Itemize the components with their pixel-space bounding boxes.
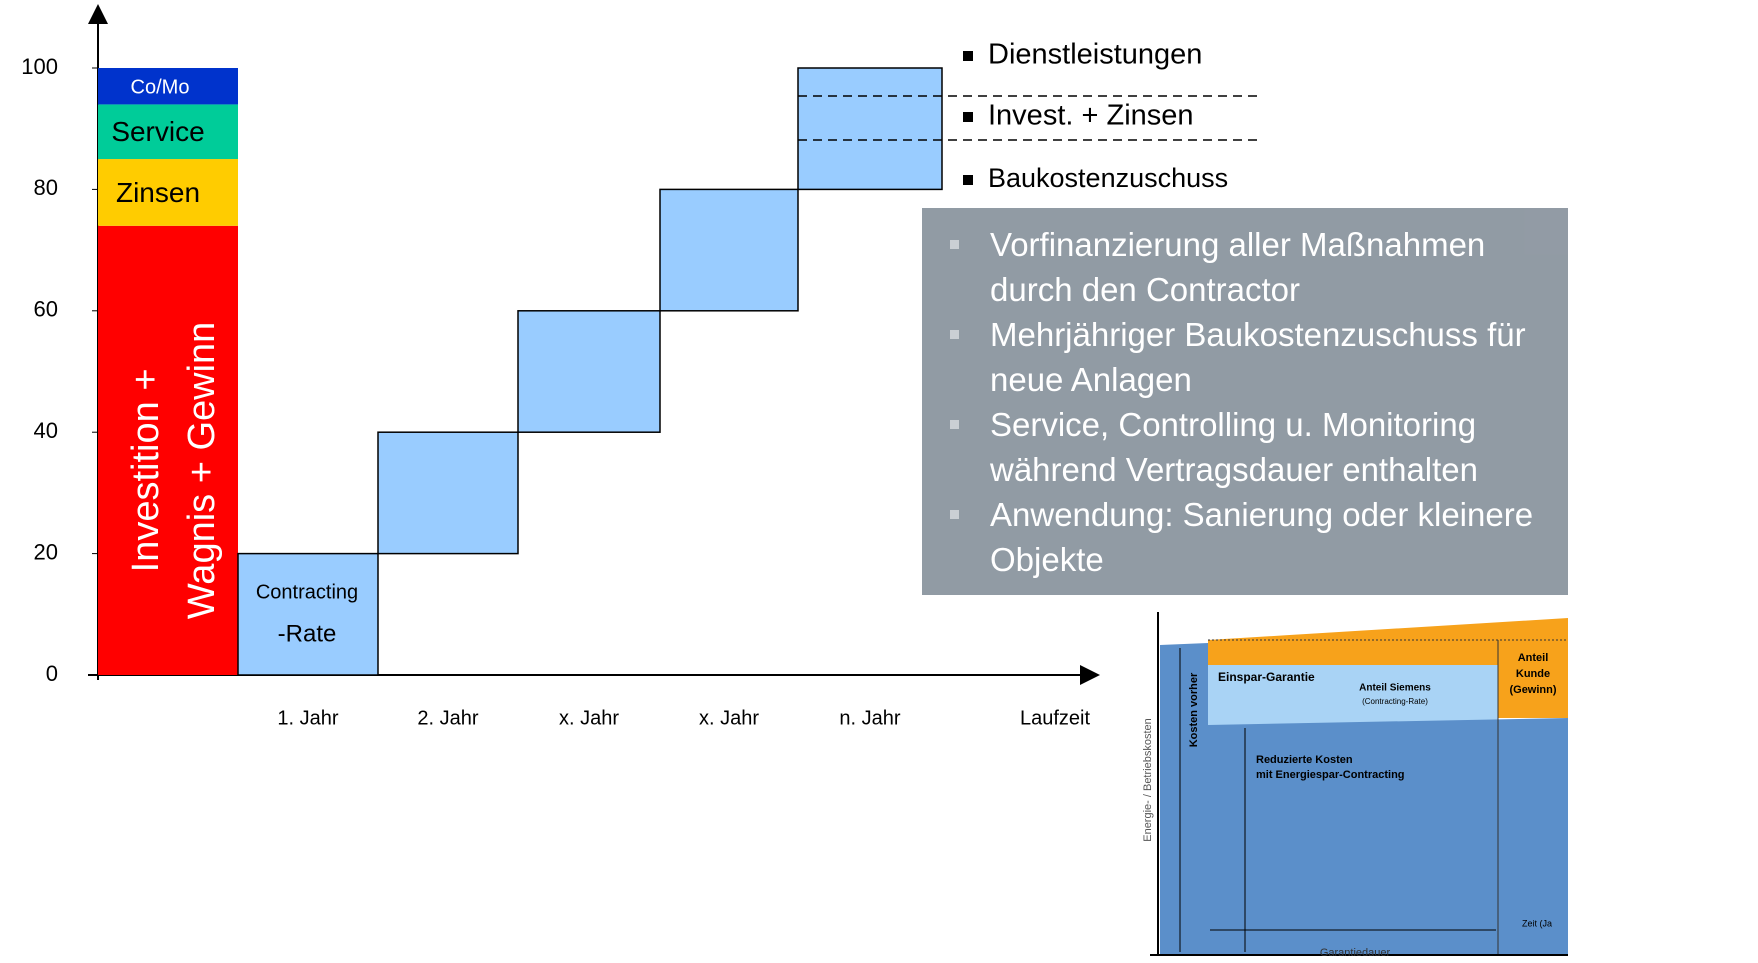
y-tick-label: 100 xyxy=(21,54,58,79)
bullet: Service, Controlling u. Monitoring währe… xyxy=(950,402,1558,492)
inset-text: mit Energiespar-Contracting xyxy=(1256,769,1405,781)
segment-label: Investition + xyxy=(125,368,167,572)
annotation: Baukostenzuschuss xyxy=(988,163,1228,193)
inset-text: (Contracting-Rate) xyxy=(1362,697,1428,706)
stack-segment xyxy=(98,68,238,105)
inset-text: (Gewinn) xyxy=(1509,684,1556,696)
inset-text: Energie- / Betriebskosten xyxy=(1142,718,1154,842)
x-tick-label: x. Jahr xyxy=(559,707,619,729)
inset-text: Einspar-Garantie xyxy=(1218,670,1315,684)
segment-label: Zinsen xyxy=(116,177,200,208)
annotation: Invest. + Zinsen xyxy=(988,100,1194,132)
inset-text: Garantiedauer xyxy=(1320,947,1391,959)
x-tick-label: 2. Jahr xyxy=(417,707,478,729)
rate-box xyxy=(237,552,379,676)
inset-text: Kunde xyxy=(1516,668,1550,680)
light-area xyxy=(1208,665,1498,725)
y-tick-label: 80 xyxy=(34,175,58,200)
rate-box xyxy=(517,310,661,433)
rate-box xyxy=(377,431,519,555)
box-label: Contracting xyxy=(256,581,358,603)
stack-segment xyxy=(98,225,238,675)
legend-square xyxy=(963,51,973,61)
x-axis-label: Laufzeit xyxy=(1020,707,1090,729)
segment-label: Co/Mo xyxy=(131,76,190,98)
bullet-box: Vorfinanzierung aller Maßnahmen durch de… xyxy=(922,208,1568,595)
inset-text: Zeit (Ja xyxy=(1522,918,1552,928)
inset-text: Anteil xyxy=(1518,652,1549,664)
x-tick-label: x. Jahr xyxy=(699,707,759,729)
annotation: Dienstleistungen xyxy=(988,39,1202,71)
box-label: -Rate xyxy=(278,620,337,647)
segment-label: Wagnis + Gewinn xyxy=(181,322,223,619)
bullet: Mehrjähriger Baukostenzuschuss für neue … xyxy=(950,312,1558,402)
inset-text: Anteil Siemens xyxy=(1359,683,1431,694)
inset-text: Reduzierte Kosten xyxy=(1256,754,1353,766)
blue-area xyxy=(1160,643,1568,955)
x-tick-label: 1. Jahr xyxy=(277,707,338,729)
inset-text: Kosten vorher xyxy=(1188,672,1200,747)
rate-box xyxy=(797,67,943,191)
y-tick-label: 60 xyxy=(34,297,58,322)
legend-square xyxy=(963,175,973,185)
bullet: Vorfinanzierung aller Maßnahmen durch de… xyxy=(950,222,1558,312)
y-tick-label: 0 xyxy=(46,661,58,686)
stack-segment xyxy=(98,104,238,160)
segment-label: Service xyxy=(111,116,204,147)
bullet: Anwendung: Sanierung oder kleinere Objek… xyxy=(950,492,1558,582)
x-tick-label: n. Jahr xyxy=(839,707,900,729)
rate-box xyxy=(659,188,799,312)
y-tick-label: 20 xyxy=(34,539,58,564)
legend-square xyxy=(963,112,973,122)
y-tick-label: 40 xyxy=(34,418,58,443)
inset-diagram: Energie- / Betriebskosten Kosten vorher … xyxy=(1142,612,1568,959)
stack-segment xyxy=(98,159,238,226)
